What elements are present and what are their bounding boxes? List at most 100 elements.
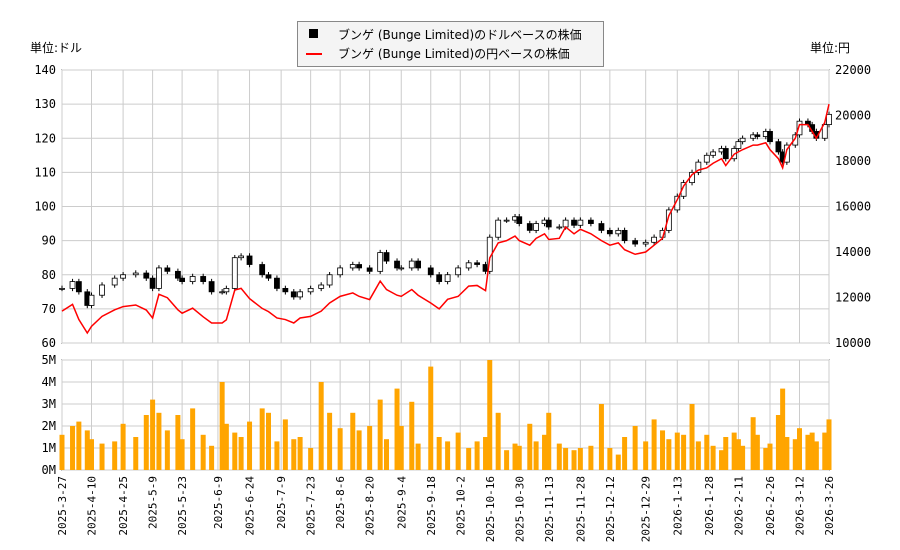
candle — [621, 229, 628, 242]
candle — [695, 161, 702, 173]
usd-tick-label: 60 — [42, 336, 56, 350]
candle — [143, 272, 150, 279]
candle — [436, 274, 443, 282]
candle — [615, 229, 622, 235]
usd-tick-label: 130 — [34, 97, 56, 111]
jpy-tick-label: 22000 — [835, 63, 871, 77]
candle — [246, 255, 253, 265]
jpy-tick-label: 14000 — [835, 245, 871, 259]
candle — [556, 226, 563, 229]
volume-bar — [763, 448, 769, 470]
candle — [796, 120, 803, 136]
candle — [164, 267, 171, 272]
legend-label-jpy: ブンゲ (Bunge Limited)の円ベースの株価 — [338, 46, 570, 61]
volume-bar — [455, 432, 461, 470]
candle — [326, 274, 333, 286]
volume-bar — [308, 448, 314, 470]
legend-item-usd: ブンゲ (Bunge Limited)のドルベースの株価 — [306, 25, 582, 43]
left-unit-label: 単位:ドル — [30, 41, 83, 55]
candle — [415, 260, 422, 269]
jpy-tick-label: 20000 — [835, 109, 871, 123]
jpy-price-line — [61, 103, 830, 335]
volume-bar — [822, 432, 828, 470]
x-tick-label: 2025-10-16 — [484, 476, 497, 542]
candle — [821, 124, 828, 139]
candle — [383, 252, 390, 262]
volume-bar — [571, 450, 577, 470]
candle — [174, 270, 181, 279]
volume-bar — [377, 399, 383, 470]
volume-bar — [750, 417, 756, 470]
volume-bar — [516, 445, 522, 470]
volume-bar — [695, 441, 701, 470]
usd-tick-label: 110 — [34, 165, 56, 179]
volume-bar — [133, 437, 139, 470]
jpy-tick-label: 10000 — [835, 336, 871, 350]
candle — [394, 260, 400, 269]
candle — [642, 241, 649, 245]
candle — [632, 240, 639, 245]
x-tick-label: 2025-4-10 — [86, 476, 99, 536]
jpy-tick-label: 12000 — [835, 291, 871, 305]
volume-bar — [735, 439, 741, 470]
volume-bar — [156, 412, 162, 470]
x-tick-label: 2025-11-13 — [543, 476, 556, 542]
candle — [238, 255, 245, 259]
x-tick-label: 2025-8-20 — [364, 476, 377, 536]
volume-bar — [99, 443, 105, 470]
candle — [651, 236, 658, 243]
candle — [349, 264, 356, 269]
volume-bar — [666, 439, 672, 470]
candle — [577, 219, 584, 226]
candle — [474, 262, 481, 265]
volume-tick-label: 3M — [42, 397, 56, 411]
volume-bar — [247, 421, 253, 470]
volume-bar — [704, 434, 710, 470]
volume-bar — [143, 415, 149, 470]
volume-bar — [681, 434, 687, 470]
volume-bar — [651, 419, 657, 470]
volume-bar — [466, 448, 472, 470]
candle — [598, 223, 605, 231]
candle — [516, 216, 523, 224]
volume-bar — [150, 399, 156, 470]
x-tick-label: 2026-3-26 — [823, 476, 836, 536]
volume-bar — [719, 450, 725, 470]
volume-bar — [266, 412, 271, 470]
volume-bar — [813, 441, 819, 470]
volume-bar — [504, 450, 510, 470]
candle — [826, 113, 832, 126]
candle — [767, 131, 773, 143]
x-tick-label: 2025-8-6 — [334, 476, 347, 529]
volume-tick-label: 1M — [42, 441, 56, 455]
x-tick-label: 2026-1-13 — [671, 476, 684, 536]
candle — [200, 276, 207, 282]
candle — [545, 219, 552, 228]
candle — [562, 219, 569, 228]
candle — [337, 267, 344, 276]
volume-bar — [59, 434, 65, 470]
volume-bar — [674, 432, 680, 470]
candle — [156, 267, 162, 289]
volume-bar — [274, 441, 280, 470]
candle — [120, 274, 127, 279]
volume-bar — [445, 441, 451, 470]
volume-bar — [775, 415, 781, 470]
candle — [792, 134, 799, 146]
usd-tick-label: 90 — [42, 234, 56, 248]
candle — [455, 267, 462, 276]
x-tick-label: 2025-4-25 — [117, 476, 130, 536]
candle — [533, 223, 540, 231]
x-tick-label: 2025-10-30 — [513, 476, 526, 542]
right-unit-label: 単位:円 — [810, 41, 851, 55]
candle — [265, 274, 272, 279]
candle — [259, 264, 266, 276]
volume-tick-label: 4M — [42, 375, 56, 389]
volume-bar — [546, 412, 552, 470]
candle — [69, 281, 76, 289]
candle — [223, 287, 230, 293]
volume-bar — [792, 439, 798, 470]
candle — [132, 272, 139, 276]
candle — [571, 219, 577, 226]
